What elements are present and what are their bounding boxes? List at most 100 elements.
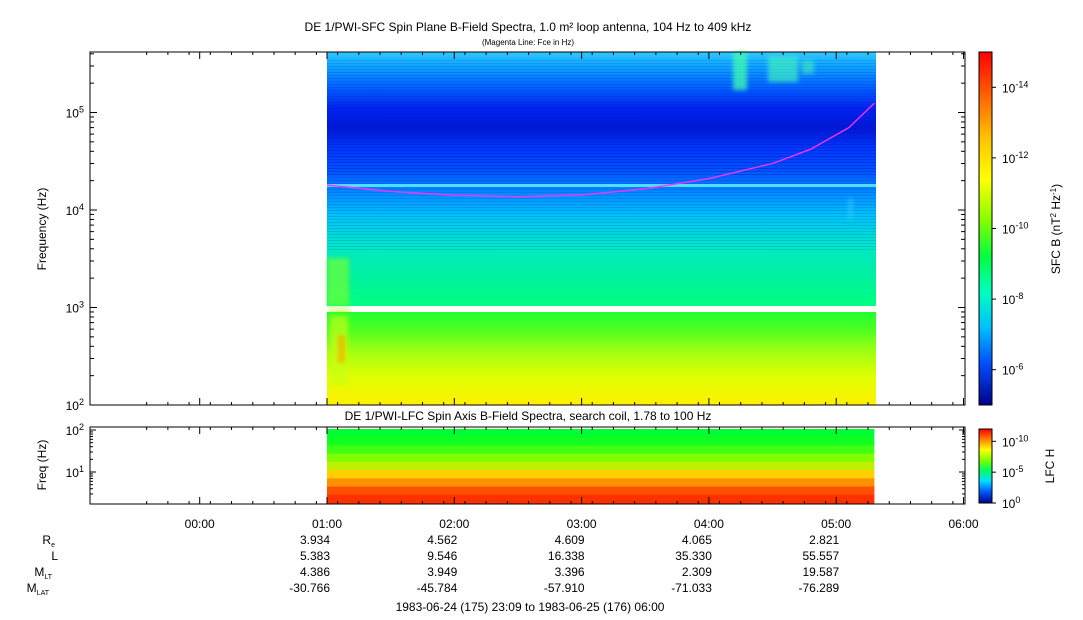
lfc-x-ticks <box>146 427 964 504</box>
texture-stripe <box>327 174 876 175</box>
y-tick-label: 103 <box>66 300 84 316</box>
texture-stripe <box>327 93 876 94</box>
sfc-low-band-blobs <box>330 315 348 385</box>
lfc-colorbar-label: LFC H <box>1043 449 1057 484</box>
texture-stripe <box>327 234 876 235</box>
time-tick-label: 06:00 <box>948 517 978 531</box>
texture-stripe <box>327 156 876 157</box>
texture-stripe <box>327 102 876 103</box>
sfc-x-ticks <box>146 52 964 405</box>
texture-stripe <box>327 180 876 181</box>
ephemeris-value: 5.383 <box>300 549 330 563</box>
texture-stripe <box>327 87 876 88</box>
ephemeris-value: 4.065 <box>682 533 712 547</box>
sfc-texture-stripes <box>327 60 876 250</box>
ephemeris-value: 35.330 <box>675 549 712 563</box>
ephemeris-value: -76.289 <box>798 581 839 595</box>
lfc-colorbar-scale <box>978 428 993 504</box>
texture-stripe <box>327 195 876 196</box>
lfc-y-axis: 101 102 <box>66 422 965 495</box>
texture-stripe <box>327 159 876 160</box>
texture-stripe <box>327 123 876 124</box>
texture-stripe <box>327 144 876 145</box>
texture-stripe <box>327 105 876 106</box>
ephemeris-value: 19.587 <box>802 565 839 579</box>
ephemeris-value: 9.546 <box>427 549 457 563</box>
texture-stripe <box>327 219 876 220</box>
sfc-colorbar-ticks: 10-6 10-8 10-10 10-12 10-14 <box>992 79 1028 378</box>
time-tick-label: 05:00 <box>821 517 851 531</box>
texture-stripe <box>327 90 876 91</box>
ephemeris-value: 2.821 <box>809 533 839 547</box>
texture-stripe <box>327 189 876 190</box>
texture-stripe <box>327 171 876 172</box>
texture-stripe <box>327 165 876 166</box>
texture-stripe <box>327 201 876 202</box>
sfc-colorbar: 10-6 10-8 10-10 10-12 10-14 SFC B (nT2 Hz-1) <box>978 51 1063 406</box>
texture-stripe <box>327 222 876 223</box>
texture-stripe <box>327 120 876 121</box>
ephemeris-value: -45.784 <box>417 581 458 595</box>
texture-stripe <box>327 210 876 211</box>
ephemeris-value: 16.338 <box>548 549 585 563</box>
ephemeris-value: 2.309 <box>682 565 712 579</box>
ephemeris-row-label: MLAT <box>27 581 50 597</box>
ephemeris-value: 3.949 <box>427 565 457 579</box>
lfc-band <box>327 494 875 504</box>
texture-stripe <box>327 243 876 244</box>
texture-stripe <box>327 204 876 205</box>
texture-stripe <box>327 237 876 238</box>
sfc-emission-line <box>327 184 876 187</box>
time-tick-label: 01:00 <box>312 517 342 531</box>
lfc-band <box>327 429 875 438</box>
texture-stripe <box>327 117 876 118</box>
colorbar-tick-label: 10-10 <box>1002 221 1028 237</box>
lfc-plot-frame <box>89 426 966 505</box>
sfc-low-band <box>327 312 876 405</box>
ephemeris-value: 4.609 <box>555 533 585 547</box>
ephemeris-value: 3.934 <box>300 533 330 547</box>
lfc-band <box>327 445 875 455</box>
time-tick-label: 00:00 <box>185 517 215 531</box>
texture-stripe <box>327 153 876 154</box>
texture-stripe <box>327 69 876 70</box>
y-tick-label: 104 <box>66 202 84 218</box>
y-tick-label: 102 <box>66 422 84 438</box>
sfc-title: DE 1/PWI-SFC Spin Plane B-Field Spectra,… <box>305 20 752 34</box>
texture-stripe <box>327 141 876 142</box>
texture-stripe <box>327 129 876 130</box>
texture-stripe <box>327 63 876 64</box>
lfc-band <box>327 486 875 496</box>
texture-stripe <box>327 183 876 184</box>
texture-stripe <box>327 216 876 217</box>
lfc-band <box>327 470 875 479</box>
ephemeris-table: Re 3.934 4.562 4.609 4.065 2.821 L 5.383 9.546 16… <box>27 533 840 597</box>
sfc-high-band <box>327 52 876 306</box>
sfc-y-axis: 102 103 104 105 <box>66 53 965 413</box>
time-tick-label: 03:00 <box>567 517 597 531</box>
texture-stripe <box>327 60 876 61</box>
texture-stripe <box>327 135 876 136</box>
y-tick-label: 102 <box>66 397 84 413</box>
texture-stripe <box>327 198 876 199</box>
lfc-band <box>327 437 875 446</box>
lfc-y-axis-label: Freq (Hz) <box>35 440 49 491</box>
sfc-subtitle: (Magenta Line: Fce in Hz) <box>482 38 574 47</box>
texture-stripe <box>327 108 876 109</box>
texture-stripe <box>327 168 876 169</box>
ephemeris-value: -71.033 <box>671 581 712 595</box>
texture-stripe <box>327 75 876 76</box>
lfc-title: DE 1/PWI-LFC Spin Axis B-Field Spectra, … <box>345 409 712 423</box>
time-tick-label: 02:00 <box>439 517 469 531</box>
time-range-label: 1983-06-24 (175) 23:09 to 1983-06-25 (17… <box>396 600 665 614</box>
sfc-y-axis-label: Frequency (Hz) <box>35 188 49 271</box>
ephemeris-row-label: Re <box>42 533 55 549</box>
sfc-colorbar-label: SFC B (nT2 Hz-1) <box>1049 184 1063 274</box>
texture-stripe <box>327 162 876 163</box>
colorbar-tick-label: 10-6 <box>1002 362 1023 378</box>
texture-stripe <box>327 231 876 232</box>
lfc-spectrogram-image <box>327 429 875 504</box>
colorbar-tick-label: 100 <box>1002 495 1020 511</box>
texture-stripe <box>327 72 876 73</box>
time-tick-label: 04:00 <box>694 517 724 531</box>
